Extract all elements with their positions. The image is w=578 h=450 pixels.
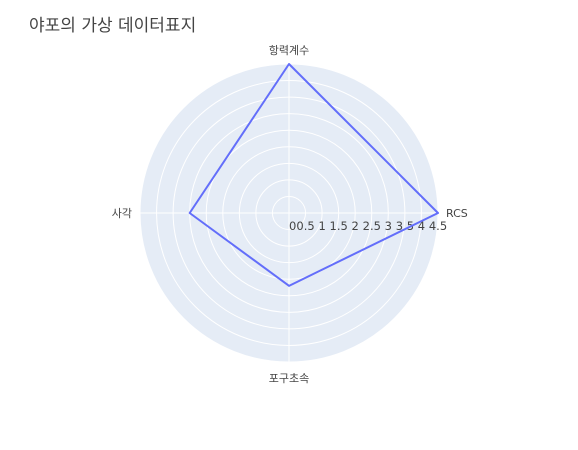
radial-tick-label: 1 [318,219,325,233]
radial-tick-label: 3 [385,219,392,233]
radial-tick-label: 4 [418,219,425,233]
radial-tick-label: 0.5 [296,219,314,233]
radial-tick-labels: 0 0.5 1 1.5 2 2.5 3 3.5 4 4.5 [289,219,447,233]
radial-tick-label: 4.5 [429,219,447,233]
data-point [437,212,439,214]
category-label: RCS [446,207,468,220]
data-point [189,212,191,214]
data-point [288,63,290,65]
series-layer [188,63,439,287]
chart-title: 야포의 가상 데이터표지 [29,16,197,36]
radial-tick-label: 3.5 [396,219,414,233]
category-label: 항력계수 [269,44,309,57]
radial-tick-label: 2.5 [363,219,381,233]
category-label: 포구초속 [269,372,309,385]
radial-tick-label: 1.5 [330,219,348,233]
radial-tick-label: 2 [352,219,359,233]
angular-gridlines [140,64,438,362]
category-label: 사각 [112,207,132,220]
data-point [288,285,290,287]
category-labels: 항력계수 RCS 포구초속 사각 [112,44,468,385]
radial-tick-label: 0 [289,219,296,233]
